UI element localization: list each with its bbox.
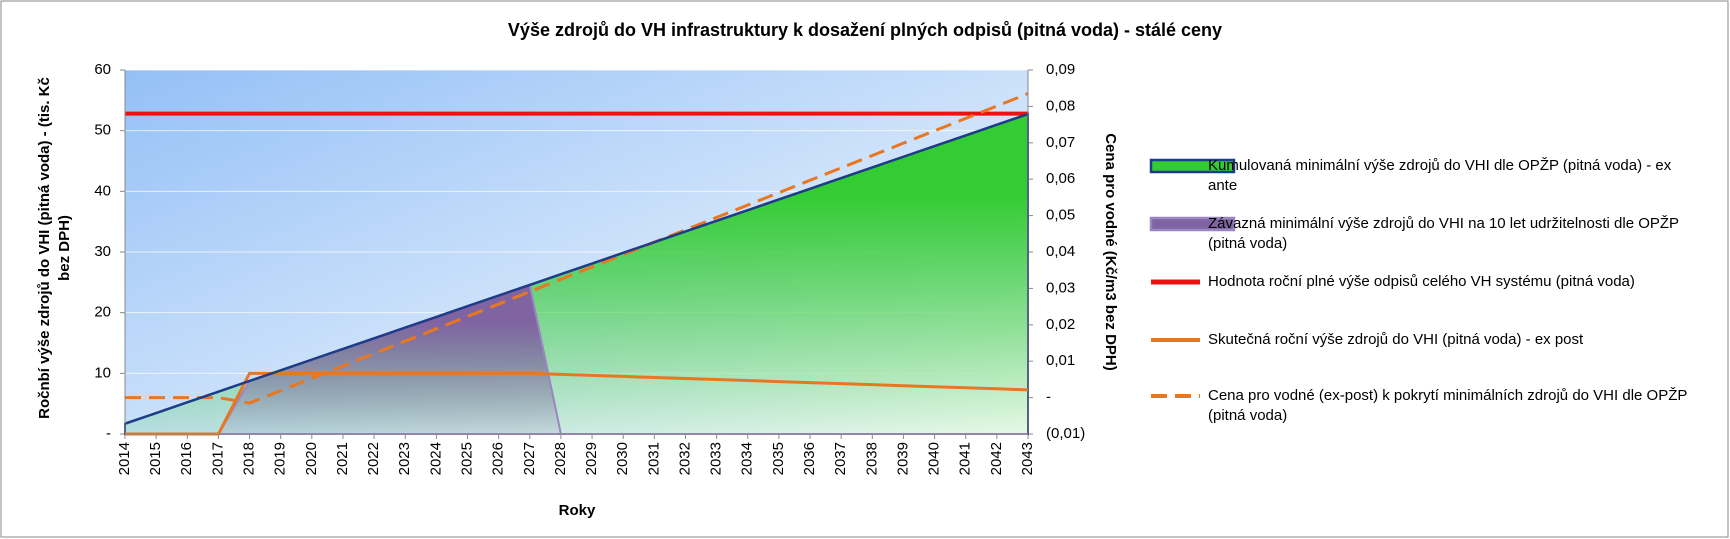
line (124, 112, 1029, 425)
x-tick-label: 2015 (147, 442, 164, 475)
y-tick-label: 20 (94, 304, 111, 321)
x-tick-label: 2033 (708, 442, 725, 475)
legend-entry: Hodnota roční plné výše odpisů celého VH… (1208, 273, 1635, 290)
y2-axis-title: Cena pro vodné (Kč/m3 bez DPH) (1102, 133, 1119, 371)
x-tick-label: 2023 (396, 442, 413, 475)
y-tick-label: 40 (94, 182, 111, 199)
legend-entry: Kumulovaná minimální výše zdrojů do VHI … (1208, 157, 1672, 194)
x-tick-label: 2026 (490, 442, 507, 475)
y2-tick-label: 0,07 (1046, 134, 1075, 151)
x-tick-label: 2025 (458, 442, 475, 475)
legend-entry: Závazná minimální výše zdrojů do VHI na … (1208, 215, 1679, 252)
legend-entry: Cena pro vodné (ex-post) k pokrytí minim… (1208, 387, 1688, 424)
x-tick-label: 2029 (583, 442, 600, 475)
x-axis-title: Roky (559, 502, 596, 519)
y2-tick-label: 0,04 (1046, 243, 1075, 260)
y-tick-label: 50 (94, 122, 111, 139)
y2-tick-label: 0,06 (1046, 170, 1075, 187)
x-tick-label: 2016 (178, 442, 195, 475)
x-tick-label: 2032 (676, 442, 693, 475)
x-tick-label: 2043 (1019, 442, 1036, 475)
y2-tick-label: - (1046, 389, 1051, 406)
y-tick-label: 60 (94, 61, 111, 78)
x-tick-label: 2034 (739, 442, 756, 475)
x-tick-label: 2018 (241, 442, 258, 475)
legend-swatch (1149, 216, 1236, 232)
x-tick-label: 2021 (334, 442, 351, 475)
y-tick-label: 10 (94, 364, 111, 381)
x-tick-label: 2042 (988, 442, 1005, 475)
y2-tick-label: (0,01) (1046, 425, 1085, 442)
legend-entry: Skutečná roční výše zdrojů do VHI (pitná… (1208, 331, 1584, 348)
x-tick-label: 2040 (926, 442, 943, 475)
y2-tick-label: 0,03 (1046, 279, 1075, 296)
x-tick-label: 2017 (209, 442, 226, 475)
x-tick-label: 2027 (521, 442, 538, 475)
x-tick-label: 2038 (863, 442, 880, 475)
y-axis-title: Ročnbí výše zdrojů do VHI (pitná voda) -… (36, 77, 73, 419)
x-tick-label: 2031 (645, 442, 662, 475)
x-tick-label: 2014 (116, 442, 133, 475)
x-tick-label: 2039 (894, 442, 911, 475)
x-tick-label: 2037 (832, 442, 849, 475)
y-tick-label: - (106, 425, 111, 442)
y2-tick-label: 0,02 (1046, 316, 1075, 333)
x-tick-label: 2030 (614, 442, 631, 475)
x-tick-label: 2022 (365, 442, 382, 475)
y-tick-label: 30 (94, 243, 111, 260)
x-tick-label: 2041 (957, 442, 974, 475)
x-tick-label: 2024 (427, 442, 444, 475)
y2-tick-label: 0,09 (1046, 61, 1075, 78)
x-tick-label: 2036 (801, 442, 818, 475)
y2-tick-label: 0,01 (1046, 352, 1075, 369)
line (125, 92, 1029, 405)
x-tick-label: 2019 (272, 442, 289, 475)
y2-tick-label: 0,08 (1046, 97, 1075, 114)
legend-swatch (1149, 158, 1236, 174)
y2-tick-label: 0,05 (1046, 207, 1075, 224)
x-tick-label: 2020 (303, 442, 320, 475)
chart-title: Výše zdrojů do VH infrastruktury k dosaž… (508, 20, 1222, 40)
x-tick-label: 2028 (552, 442, 569, 475)
x-tick-label: 2035 (770, 442, 787, 475)
